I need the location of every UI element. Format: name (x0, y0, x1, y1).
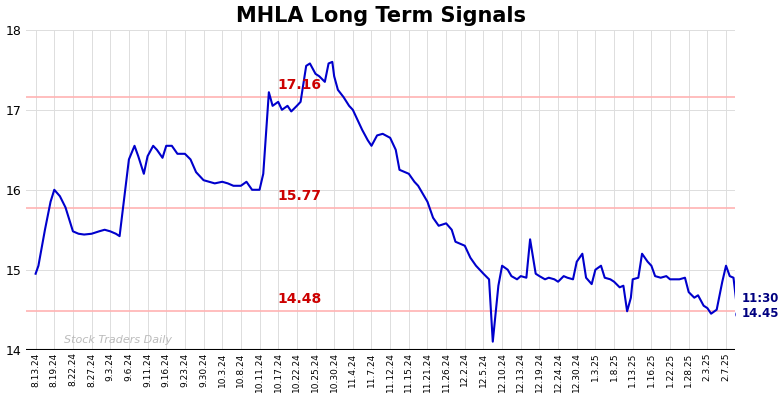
Text: 15.77: 15.77 (278, 189, 321, 203)
Title: MHLA Long Term Signals: MHLA Long Term Signals (236, 6, 526, 25)
Text: 17.16: 17.16 (278, 78, 321, 92)
Text: 14.48: 14.48 (278, 293, 321, 306)
Text: Stock Traders Daily: Stock Traders Daily (64, 335, 172, 345)
Text: 11:30
14.45: 11:30 14.45 (742, 292, 779, 320)
